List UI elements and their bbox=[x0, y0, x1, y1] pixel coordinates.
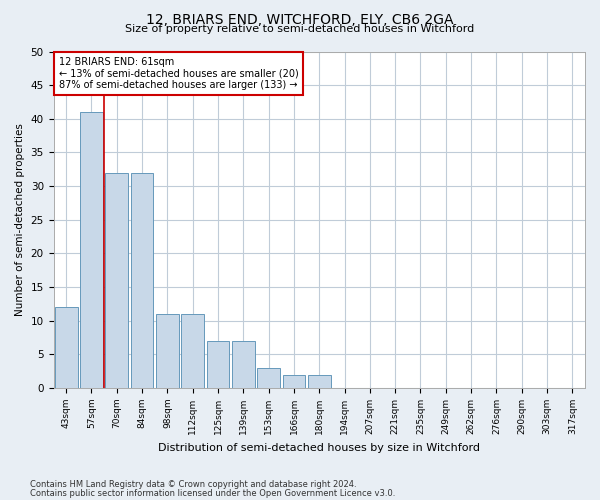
Bar bbox=[106, 172, 128, 388]
Text: 12, BRIARS END, WITCHFORD, ELY, CB6 2GA: 12, BRIARS END, WITCHFORD, ELY, CB6 2GA bbox=[146, 12, 454, 26]
Bar bbox=[156, 314, 179, 388]
Text: Size of property relative to semi-detached houses in Witchford: Size of property relative to semi-detach… bbox=[125, 24, 475, 34]
X-axis label: Distribution of semi-detached houses by size in Witchford: Distribution of semi-detached houses by … bbox=[158, 442, 480, 452]
Bar bbox=[80, 112, 103, 388]
Bar bbox=[206, 341, 229, 388]
Bar bbox=[257, 368, 280, 388]
Bar bbox=[283, 374, 305, 388]
Text: Contains HM Land Registry data © Crown copyright and database right 2024.: Contains HM Land Registry data © Crown c… bbox=[30, 480, 356, 489]
Y-axis label: Number of semi-detached properties: Number of semi-detached properties bbox=[15, 124, 25, 316]
Text: 12 BRIARS END: 61sqm
← 13% of semi-detached houses are smaller (20)
87% of semi-: 12 BRIARS END: 61sqm ← 13% of semi-detac… bbox=[59, 56, 299, 90]
Bar bbox=[232, 341, 255, 388]
Bar bbox=[181, 314, 204, 388]
Text: Contains public sector information licensed under the Open Government Licence v3: Contains public sector information licen… bbox=[30, 488, 395, 498]
Bar bbox=[131, 172, 154, 388]
Bar bbox=[55, 308, 77, 388]
Bar bbox=[308, 374, 331, 388]
